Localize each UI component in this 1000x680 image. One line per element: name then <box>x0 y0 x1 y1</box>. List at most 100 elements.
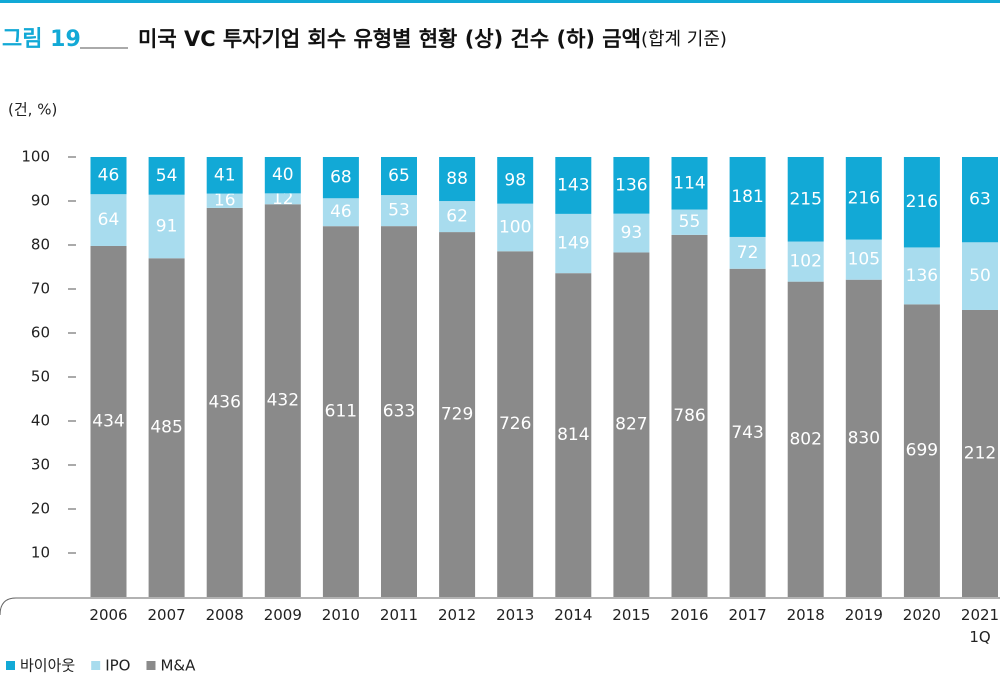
x-tick-label: 2010 <box>322 606 360 624</box>
x-tick-label: 2016 <box>670 606 708 624</box>
bar-segment <box>264 157 301 194</box>
data-label: 68 <box>330 168 352 188</box>
data-label: 215 <box>789 189 821 209</box>
data-label: 802 <box>789 429 821 449</box>
data-label: 216 <box>848 188 880 208</box>
frame <box>0 597 1000 616</box>
x-tick-label: 2008 <box>206 606 244 624</box>
data-label: 46 <box>330 202 352 222</box>
data-label: 12 <box>272 189 294 209</box>
bar-segment <box>439 201 476 233</box>
data-label: 46 <box>98 166 120 186</box>
data-label: 93 <box>621 223 643 243</box>
bar-segment <box>381 157 417 196</box>
bar-segment <box>671 234 708 597</box>
x-tick-label: 2020 <box>903 606 941 624</box>
data-label: 485 <box>150 418 182 438</box>
chart-title: 미국 VC 투자기업 회수 유형별 현황 (상) 건수 (하) 금액(합계 기준… <box>138 27 727 51</box>
x-tick-label: 2007 <box>148 606 186 624</box>
bar-segment <box>148 258 185 597</box>
data-label: 102 <box>789 252 821 272</box>
y-tick-label: 90 <box>31 192 50 210</box>
data-label: 149 <box>557 234 589 254</box>
bar-segment <box>613 213 650 253</box>
y-tick-label: 40 <box>31 412 50 430</box>
data-label: 50 <box>969 266 991 286</box>
data-label: 136 <box>906 266 938 286</box>
bar-segment <box>497 157 534 204</box>
data-label: 72 <box>737 243 759 263</box>
bar-segment <box>787 157 824 242</box>
data-label: 114 <box>673 173 705 193</box>
data-label: 827 <box>615 415 647 435</box>
bar-segment <box>671 209 708 235</box>
bar-segment <box>381 226 417 597</box>
figure-label: 그림 19 <box>2 27 81 52</box>
data-label: 64 <box>98 210 120 230</box>
bar-segment <box>962 242 998 310</box>
data-label: 105 <box>848 250 880 270</box>
bar-segment <box>90 245 127 597</box>
data-label: 814 <box>557 425 589 445</box>
data-label: 53 <box>388 201 410 221</box>
x-tick-label: 2011 <box>380 606 418 624</box>
data-label: 41 <box>214 165 236 185</box>
y-tick-label: 100 <box>21 148 50 166</box>
data-label: 98 <box>504 170 526 190</box>
bar-segment <box>148 194 185 259</box>
data-label: 181 <box>731 187 763 207</box>
bar-segment <box>962 157 998 243</box>
data-label: 434 <box>92 411 124 431</box>
bar-segment <box>903 247 940 305</box>
bar-segment <box>671 157 708 210</box>
x-tick-label: 2009 <box>264 606 302 624</box>
x-tick-label: 2021 1Q <box>961 606 999 646</box>
bar-segment <box>148 157 185 195</box>
bar-segment <box>322 157 359 199</box>
bar-segment <box>439 232 476 597</box>
bar-segment <box>381 195 417 227</box>
x-tick-label: 2013 <box>496 606 534 624</box>
data-label: 830 <box>848 428 880 448</box>
data-label: 63 <box>969 190 991 210</box>
legend-swatch <box>91 661 101 670</box>
legend-swatch <box>6 661 15 670</box>
x-tick-label: 2018 <box>787 606 825 624</box>
data-label: 216 <box>906 192 938 212</box>
data-label: 743 <box>731 423 763 443</box>
data-label: 143 <box>557 175 589 195</box>
y-tick-label: 60 <box>31 324 50 342</box>
data-label: 432 <box>267 391 299 411</box>
x-tick-label: 2014 <box>554 606 592 624</box>
y-tick-label: 20 <box>31 500 50 518</box>
bar-segment <box>264 204 301 598</box>
bar-segment <box>729 236 766 269</box>
bar-segment <box>845 157 882 240</box>
bar-segment <box>729 268 766 597</box>
data-label: 62 <box>446 207 468 227</box>
bar-segment <box>729 157 766 237</box>
bar-segment <box>497 251 534 598</box>
data-label: 54 <box>156 166 178 186</box>
bar-segment <box>555 213 592 274</box>
data-label: 65 <box>388 166 410 186</box>
data-label: 55 <box>679 212 701 232</box>
y-tick-label: 50 <box>31 368 50 386</box>
data-label: 436 <box>208 392 240 412</box>
data-label: 16 <box>214 191 236 211</box>
legend-label: M&A <box>160 657 196 675</box>
x-tick-label: 2006 <box>89 606 127 624</box>
bar-segment <box>322 226 359 597</box>
x-tick-label: 2019 <box>845 606 883 624</box>
bar-segment <box>613 157 650 214</box>
legend-swatch <box>146 661 156 670</box>
bar-segment <box>613 252 650 597</box>
bar-segment <box>845 279 882 597</box>
data-label: 699 <box>906 441 938 461</box>
data-label: 100 <box>499 217 531 237</box>
bar-segment <box>264 193 301 205</box>
bar-segment <box>322 198 359 227</box>
data-label: 136 <box>615 175 647 195</box>
bar-segment <box>903 157 940 248</box>
